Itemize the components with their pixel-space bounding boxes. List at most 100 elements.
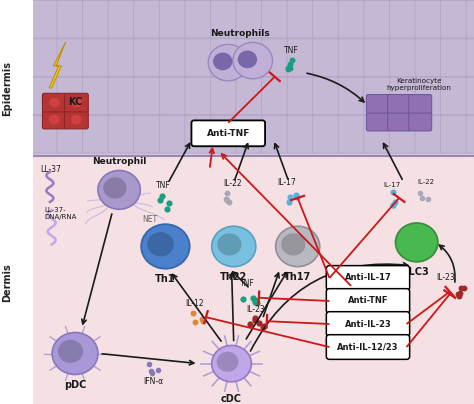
FancyBboxPatch shape (440, 0, 468, 38)
Circle shape (52, 332, 98, 375)
FancyBboxPatch shape (210, 116, 238, 153)
Point (255, 320, 263, 326)
Point (251, 314, 259, 321)
FancyBboxPatch shape (185, 77, 213, 115)
FancyBboxPatch shape (31, 39, 59, 76)
Circle shape (212, 345, 251, 382)
Point (225, 198, 232, 205)
Text: Dermis: Dermis (2, 263, 12, 302)
Point (287, 194, 294, 200)
FancyBboxPatch shape (366, 95, 389, 113)
Circle shape (98, 170, 140, 209)
Text: IFN-α: IFN-α (143, 377, 163, 385)
Text: LL-37-
DNA/RNA: LL-37- DNA/RNA (44, 207, 77, 220)
Point (223, 190, 231, 196)
FancyBboxPatch shape (64, 93, 88, 112)
Circle shape (212, 226, 256, 267)
FancyBboxPatch shape (57, 116, 85, 153)
Point (251, 297, 259, 303)
FancyBboxPatch shape (31, 0, 59, 38)
FancyBboxPatch shape (191, 120, 265, 146)
FancyBboxPatch shape (185, 39, 213, 76)
FancyBboxPatch shape (388, 112, 410, 131)
FancyBboxPatch shape (262, 39, 289, 76)
Text: Th1: Th1 (155, 274, 176, 284)
FancyBboxPatch shape (108, 116, 136, 153)
Circle shape (275, 226, 319, 267)
Text: Keratinocyte
hyperproliferation: Keratinocyte hyperproliferation (386, 78, 451, 91)
Point (156, 197, 164, 204)
Point (284, 65, 292, 72)
Point (253, 299, 261, 306)
Point (454, 290, 461, 297)
Point (251, 317, 259, 324)
Text: Neutrophils: Neutrophils (210, 29, 270, 38)
FancyBboxPatch shape (134, 116, 162, 153)
Text: ILC3: ILC3 (405, 267, 428, 278)
FancyBboxPatch shape (236, 116, 264, 153)
Point (389, 189, 397, 196)
Point (154, 367, 162, 373)
FancyBboxPatch shape (313, 77, 340, 115)
FancyBboxPatch shape (236, 77, 264, 115)
FancyBboxPatch shape (287, 39, 315, 76)
Circle shape (281, 233, 305, 256)
Point (164, 206, 171, 213)
Point (293, 194, 301, 200)
FancyBboxPatch shape (389, 116, 417, 153)
FancyBboxPatch shape (389, 39, 417, 76)
FancyBboxPatch shape (338, 116, 366, 153)
Text: IL-17: IL-17 (277, 179, 296, 187)
Point (287, 61, 294, 68)
FancyBboxPatch shape (313, 39, 340, 76)
Point (424, 196, 432, 202)
FancyBboxPatch shape (415, 0, 443, 38)
Point (416, 190, 423, 197)
Text: Epidermis: Epidermis (2, 61, 12, 116)
Point (287, 65, 294, 71)
FancyBboxPatch shape (287, 0, 315, 38)
FancyBboxPatch shape (409, 95, 432, 113)
FancyBboxPatch shape (326, 288, 410, 314)
FancyBboxPatch shape (366, 112, 389, 131)
FancyBboxPatch shape (440, 77, 468, 115)
FancyBboxPatch shape (326, 335, 410, 360)
FancyBboxPatch shape (415, 116, 443, 153)
Text: Th22: Th22 (220, 272, 247, 282)
Point (198, 316, 206, 322)
Circle shape (217, 352, 238, 372)
Text: NET: NET (143, 215, 158, 224)
FancyBboxPatch shape (64, 110, 88, 129)
FancyBboxPatch shape (313, 116, 340, 153)
FancyBboxPatch shape (185, 116, 213, 153)
FancyBboxPatch shape (326, 266, 410, 290)
FancyBboxPatch shape (108, 77, 136, 115)
FancyBboxPatch shape (57, 39, 85, 76)
Circle shape (217, 233, 241, 256)
Circle shape (49, 98, 60, 107)
FancyBboxPatch shape (43, 110, 66, 129)
FancyBboxPatch shape (159, 77, 187, 115)
FancyBboxPatch shape (262, 77, 289, 115)
Circle shape (395, 223, 438, 262)
Text: Anti-IL-17: Anti-IL-17 (345, 274, 392, 282)
Text: Neutrophil: Neutrophil (92, 158, 146, 166)
FancyBboxPatch shape (57, 77, 85, 115)
Point (145, 361, 153, 368)
Point (392, 199, 399, 205)
Point (259, 324, 267, 330)
FancyBboxPatch shape (409, 112, 432, 131)
Circle shape (238, 50, 257, 68)
Point (457, 285, 465, 292)
Text: Anti-TNF: Anti-TNF (207, 129, 250, 138)
FancyBboxPatch shape (134, 0, 162, 38)
Point (292, 191, 300, 198)
FancyBboxPatch shape (415, 39, 443, 76)
FancyBboxPatch shape (31, 116, 59, 153)
Circle shape (213, 53, 232, 70)
FancyBboxPatch shape (236, 0, 264, 38)
FancyBboxPatch shape (108, 39, 136, 76)
FancyBboxPatch shape (134, 39, 162, 76)
FancyBboxPatch shape (415, 77, 443, 115)
FancyBboxPatch shape (33, 156, 474, 404)
